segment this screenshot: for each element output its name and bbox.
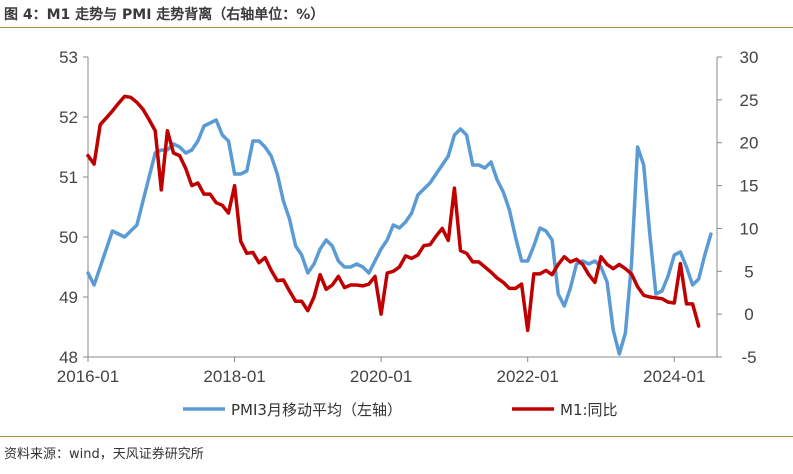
right-tick-label: 0 [744,305,753,324]
x-tick-label: 2018-01 [203,367,265,386]
x-tick-label: 2022-01 [496,367,558,386]
left-tick-label: 48 [59,348,78,367]
footer-rule [0,436,793,437]
pmi-series-line [86,118,713,356]
chart-legend: PMI3月移动平均（左轴） M1:同比 [183,401,618,419]
right-tick-label: 10 [740,219,759,238]
x-tick-label: 2020-01 [350,367,412,386]
right-tick-label: 30 [740,48,759,67]
source-note: 资料来源：wind，天风证券研究所 [4,447,204,462]
right-tick-label: 15 [740,177,759,196]
right-tick-label: -5 [741,348,756,367]
legend-label-pmi: PMI3月移动平均（左轴） [231,401,402,419]
m1-series-line [86,94,701,333]
chart-canvas: 48 49 50 51 52 53 -5 0 5 10 15 20 25 30 2016-01 2018-01… [57,48,759,419]
right-tick-label: 20 [740,134,759,153]
left-tick-label: 49 [59,288,78,307]
left-tick-label: 53 [59,48,78,67]
left-tick-label: 50 [59,228,78,247]
x-tick-label: 2024-01 [643,367,705,386]
left-tick-label: 52 [59,108,78,127]
chart-title: 图 4：M1 走势与 PMI 走势背离（右轴单位：%） [4,7,325,23]
right-tick-label: 5 [744,262,753,281]
left-tick-label: 51 [59,168,78,187]
right-tick-label: 25 [740,91,759,110]
title-rule [0,27,793,28]
x-tick-label: 2016-01 [57,367,119,386]
chart-axes: 48 49 50 51 52 53 -5 0 5 10 15 20 25 30 2016-01 2018-01… [57,48,759,386]
chart-series [86,94,713,356]
legend-label-m1: M1:同比 [560,401,618,419]
